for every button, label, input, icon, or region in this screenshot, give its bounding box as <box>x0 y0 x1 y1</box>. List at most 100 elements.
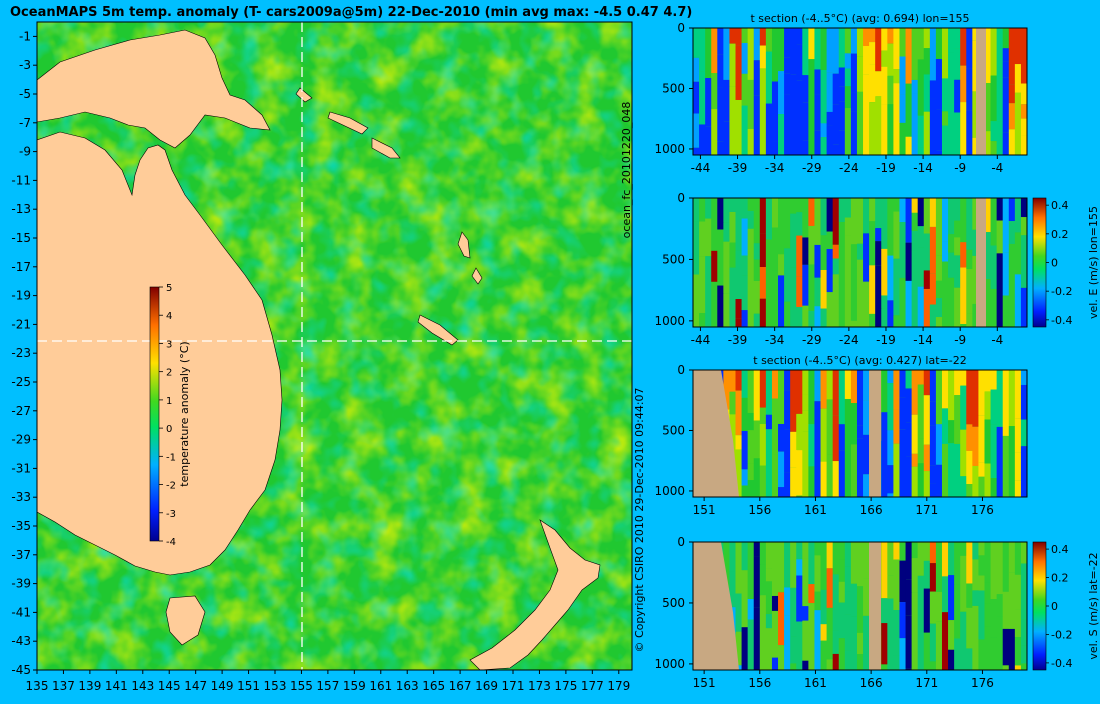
section-cell <box>991 28 998 76</box>
section-cell <box>736 299 743 319</box>
section-y-tick-label: 500 <box>662 81 685 95</box>
section-y-tick-label: 0 <box>677 535 685 549</box>
section-cell <box>948 575 955 620</box>
section-cell <box>778 424 785 452</box>
section-cell <box>851 198 858 244</box>
map-colorbar-tick-label: 5 <box>166 283 172 294</box>
section-cell <box>729 28 736 44</box>
map-y-tick-label: -35 <box>11 519 31 533</box>
section-cell <box>924 112 931 155</box>
section-cell <box>821 28 828 70</box>
section-cell <box>918 198 925 226</box>
section-cell <box>748 599 755 620</box>
section-cell <box>827 370 834 399</box>
section-cell <box>796 45 803 81</box>
map-y-tick-label: -43 <box>11 634 31 648</box>
section-cell <box>918 147 925 155</box>
section-cell <box>814 401 821 497</box>
section-cell <box>833 104 840 144</box>
section-cell <box>802 237 809 264</box>
section-cell <box>966 583 973 607</box>
section-x-tick-label: -34 <box>765 333 785 347</box>
section-cell <box>997 28 1004 67</box>
map-colorbar-tick-label: 4 <box>166 311 172 322</box>
section-cell <box>893 212 900 259</box>
section-cell <box>802 306 809 327</box>
section-cell <box>778 275 785 327</box>
section-cell <box>948 443 955 497</box>
section-x-tick-label: 161 <box>804 676 827 690</box>
section-cell <box>790 267 797 327</box>
section-cell <box>1015 28 1022 64</box>
section-cell <box>814 28 821 69</box>
section-cell <box>845 592 852 615</box>
section-cell <box>893 198 900 212</box>
section-cell <box>790 75 797 155</box>
section-cell <box>754 421 761 459</box>
section-colorbar-tick-label: -0.4 <box>1051 657 1072 670</box>
section-cell <box>942 126 949 155</box>
section-cell <box>1009 103 1016 129</box>
map-y-tick-label: -21 <box>11 317 31 331</box>
map-colorbar-tick-label: -1 <box>166 452 176 463</box>
section-cell <box>760 424 767 466</box>
section-cell <box>906 580 913 616</box>
section-cell <box>936 542 943 592</box>
section-cell <box>778 645 785 670</box>
section-cell <box>699 124 706 155</box>
section-cell <box>742 43 749 74</box>
section-cell <box>869 28 876 42</box>
section-cell <box>893 259 900 316</box>
section-cell <box>736 250 743 299</box>
section-cell <box>991 425 998 478</box>
section-cell <box>742 275 749 310</box>
section-cell <box>924 471 931 497</box>
section-cell <box>821 641 828 670</box>
section-y-tick-label: 1000 <box>654 484 685 498</box>
section-cell <box>1003 592 1010 629</box>
section-cell <box>997 198 1004 221</box>
section-cell <box>881 295 888 308</box>
section-x-tick-label: -4 <box>991 333 1003 347</box>
section-cell <box>766 485 773 497</box>
section-cell <box>784 587 791 615</box>
map-y-tick-label: -9 <box>19 145 31 159</box>
map-x-tick-label: 161 <box>369 679 392 693</box>
section-cell <box>748 129 755 155</box>
section-colorbar-tick-label: 0.2 <box>1051 228 1069 241</box>
section-title: t section (-4..5°C) (avg: 0.694) lon=155 <box>750 12 969 25</box>
section-colorbar-tick-label: -0.4 <box>1051 314 1072 327</box>
section-cell <box>766 429 773 485</box>
section-x-tick-label: 166 <box>860 503 883 517</box>
section-cell <box>930 401 937 425</box>
section-cell <box>821 370 828 409</box>
section-cell <box>948 198 955 234</box>
section-cell <box>796 212 803 235</box>
section-cell <box>960 198 967 242</box>
section-cell <box>942 28 949 78</box>
section-cell <box>796 28 803 45</box>
section-cell <box>997 542 1004 594</box>
section-cell <box>754 281 761 314</box>
section-cell <box>742 486 749 497</box>
section-cell <box>906 243 913 281</box>
section-cell <box>711 28 718 73</box>
section-cell <box>827 232 834 249</box>
section-cell <box>760 299 767 327</box>
section-cell <box>960 268 967 325</box>
section-cell <box>978 542 985 555</box>
section-cell <box>717 286 724 327</box>
section-cell <box>924 395 931 444</box>
section-cell <box>742 398 749 431</box>
section-cell <box>954 221 961 238</box>
section-cell <box>808 542 815 584</box>
section-cell <box>966 111 973 155</box>
section-cell <box>1009 280 1016 327</box>
section-cell <box>887 599 894 670</box>
map-x-tick-label: 149 <box>211 679 234 693</box>
section-cell <box>839 370 846 424</box>
section-cell <box>693 82 700 114</box>
section-cell <box>1015 93 1022 155</box>
section-x-tick-label: 151 <box>693 676 716 690</box>
section-cell <box>814 130 821 155</box>
